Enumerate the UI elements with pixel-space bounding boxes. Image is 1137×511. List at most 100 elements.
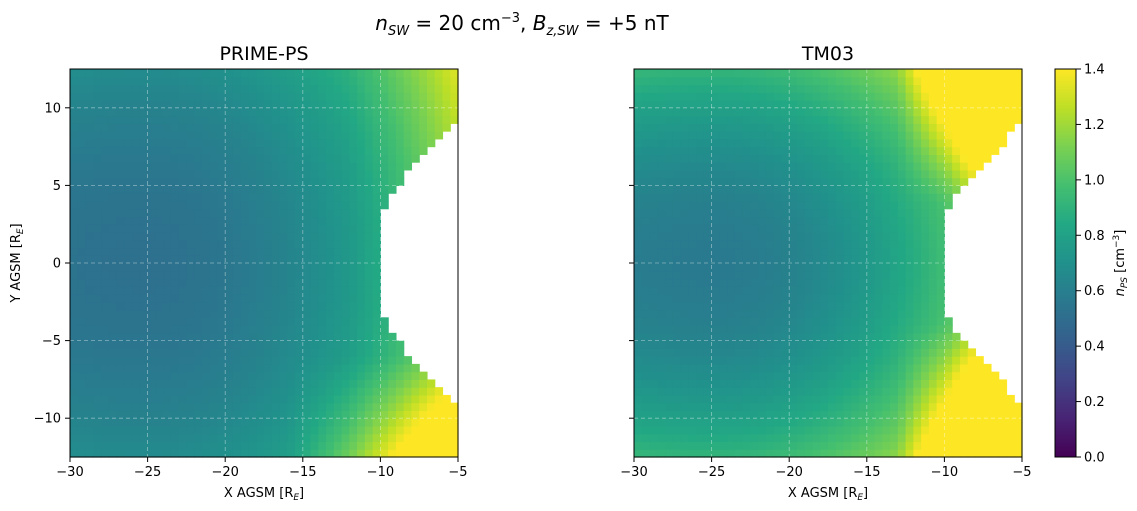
heatmap-cell — [232, 193, 242, 202]
heatmap-cell — [703, 286, 713, 295]
heatmap-cell — [132, 115, 141, 124]
heatmap-cell — [665, 410, 674, 419]
heatmap-cell — [890, 278, 899, 287]
heatmap-cell — [209, 449, 219, 458]
heatmap-cell — [403, 418, 413, 427]
heatmap-cell — [349, 294, 358, 303]
heatmap-cell — [789, 332, 798, 342]
heatmap-cell — [921, 123, 930, 132]
heatmap-cell — [295, 208, 304, 218]
heatmap-cell — [240, 76, 250, 86]
heatmap-cell — [634, 425, 643, 435]
heatmap-cell — [124, 123, 133, 132]
heatmap-cell — [680, 231, 689, 241]
heatmap-cell — [921, 387, 930, 396]
heatmap-cell — [835, 231, 845, 241]
heatmap-cell — [828, 115, 837, 124]
heatmap-cell — [201, 107, 211, 117]
heatmap-cell — [108, 425, 118, 435]
heatmap-cell — [944, 84, 953, 93]
heatmap-cell — [70, 107, 79, 117]
heatmap-cell — [209, 387, 219, 396]
heatmap-cell — [789, 363, 798, 373]
heatmap-cell — [395, 123, 405, 132]
heatmap-cell — [77, 138, 87, 148]
heatmap-cell — [719, 177, 728, 186]
heatmap-cell — [139, 162, 149, 171]
heatmap-cell — [897, 387, 907, 396]
heatmap-cell — [773, 348, 783, 357]
heatmap-cell — [804, 92, 814, 101]
heatmap-cell — [147, 177, 156, 186]
heatmap-cell — [326, 278, 335, 287]
heatmap-cell — [750, 177, 759, 186]
heatmap-cell — [209, 193, 219, 202]
heatmap-cell — [905, 69, 914, 78]
heatmap-cell — [217, 100, 226, 109]
heatmap-cell — [194, 216, 203, 225]
heatmap-cell — [264, 418, 273, 427]
heatmap-cell — [147, 270, 156, 280]
heatmap-cell — [209, 371, 219, 380]
heatmap-cell — [851, 92, 860, 101]
heatmap-cell — [349, 325, 358, 334]
heatmap-cell — [897, 348, 907, 357]
heatmap-cell — [913, 379, 922, 388]
heatmap-cell — [859, 107, 868, 117]
heatmap-cell — [139, 356, 149, 365]
heatmap-cell — [155, 325, 164, 334]
heatmap-cell — [890, 208, 899, 218]
heatmap-cell — [426, 107, 436, 117]
heatmap-cell — [734, 255, 744, 264]
heatmap-cell — [851, 286, 860, 295]
heatmap-cell — [758, 418, 767, 427]
heatmap-cell — [419, 371, 428, 380]
heatmap-cell — [897, 208, 907, 218]
heatmap-cell — [750, 146, 759, 155]
heatmap-cell — [890, 169, 899, 179]
heatmap-cell — [890, 131, 899, 140]
heatmap-cell — [897, 224, 907, 233]
heatmap-cell — [649, 193, 658, 202]
heatmap-cell — [124, 76, 133, 86]
heatmap-cell — [734, 131, 744, 140]
heatmap-cell — [326, 162, 335, 171]
heatmap-cell — [70, 193, 79, 202]
heatmap-cell — [820, 92, 829, 101]
heatmap-cell — [711, 363, 720, 373]
heatmap-cell — [897, 123, 907, 132]
heatmap-cell — [155, 387, 164, 396]
heatmap-cell — [812, 263, 821, 272]
heatmap-cell — [271, 154, 281, 163]
heatmap-cell — [170, 309, 180, 318]
heatmap-cell — [70, 84, 79, 93]
heatmap-cell — [341, 394, 350, 404]
heatmap-cell — [905, 332, 914, 342]
heatmap-cell — [163, 146, 172, 155]
heatmap-cell — [116, 325, 125, 334]
heatmap-cell — [450, 418, 459, 427]
heatmap-cell — [186, 418, 195, 427]
heatmap-cell — [758, 239, 767, 249]
heatmap-cell — [333, 278, 343, 287]
heatmap-cell — [905, 162, 914, 171]
heatmap-cell — [217, 255, 226, 264]
heatmap-cell — [139, 76, 149, 86]
heatmap-cell — [279, 169, 288, 179]
heatmap-cell — [727, 309, 736, 318]
heatmap-cell — [843, 146, 852, 155]
heatmap-cell — [372, 433, 381, 443]
heatmap-cell — [256, 216, 265, 225]
heatmap-cell — [116, 371, 125, 380]
heatmap-cell — [403, 146, 413, 155]
heatmap-cell — [928, 193, 938, 202]
heatmap-cell — [936, 363, 945, 373]
heatmap-cell — [124, 138, 133, 148]
heatmap-cell — [711, 224, 720, 233]
heatmap-cell — [256, 115, 265, 124]
heatmap-cell — [225, 433, 234, 443]
heatmap-cell — [341, 255, 350, 264]
heatmap-cell — [147, 317, 156, 326]
heatmap-cell — [302, 363, 312, 373]
heatmap-cell — [279, 387, 288, 396]
